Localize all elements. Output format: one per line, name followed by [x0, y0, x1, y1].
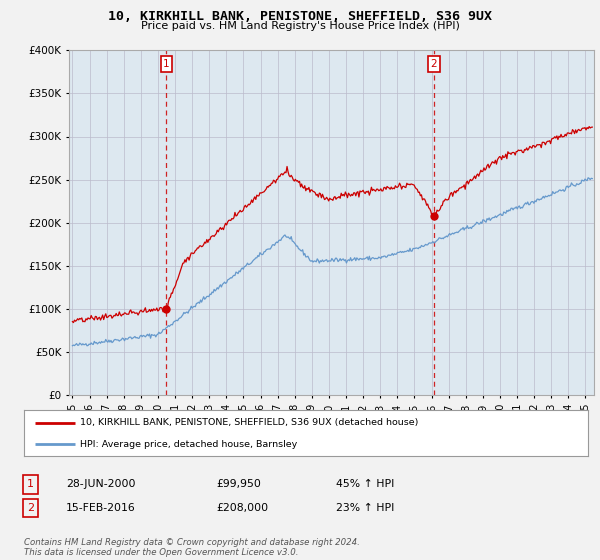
- Text: 45% ↑ HPI: 45% ↑ HPI: [336, 479, 394, 489]
- Text: 23% ↑ HPI: 23% ↑ HPI: [336, 503, 394, 513]
- Text: Price paid vs. HM Land Registry's House Price Index (HPI): Price paid vs. HM Land Registry's House …: [140, 21, 460, 31]
- Text: 1: 1: [163, 59, 170, 69]
- Text: 10, KIRKHILL BANK, PENISTONE, SHEFFIELD, S36 9UX (detached house): 10, KIRKHILL BANK, PENISTONE, SHEFFIELD,…: [80, 418, 419, 427]
- Text: 15-FEB-2016: 15-FEB-2016: [66, 503, 136, 513]
- Text: 28-JUN-2000: 28-JUN-2000: [66, 479, 136, 489]
- Text: £99,950: £99,950: [216, 479, 261, 489]
- Text: 1: 1: [27, 479, 34, 489]
- Text: HPI: Average price, detached house, Barnsley: HPI: Average price, detached house, Barn…: [80, 440, 298, 449]
- Text: 10, KIRKHILL BANK, PENISTONE, SHEFFIELD, S36 9UX: 10, KIRKHILL BANK, PENISTONE, SHEFFIELD,…: [108, 10, 492, 23]
- Text: Contains HM Land Registry data © Crown copyright and database right 2024.
This d: Contains HM Land Registry data © Crown c…: [24, 538, 360, 557]
- Text: 2: 2: [27, 503, 34, 513]
- Text: 2: 2: [430, 59, 437, 69]
- Text: £208,000: £208,000: [216, 503, 268, 513]
